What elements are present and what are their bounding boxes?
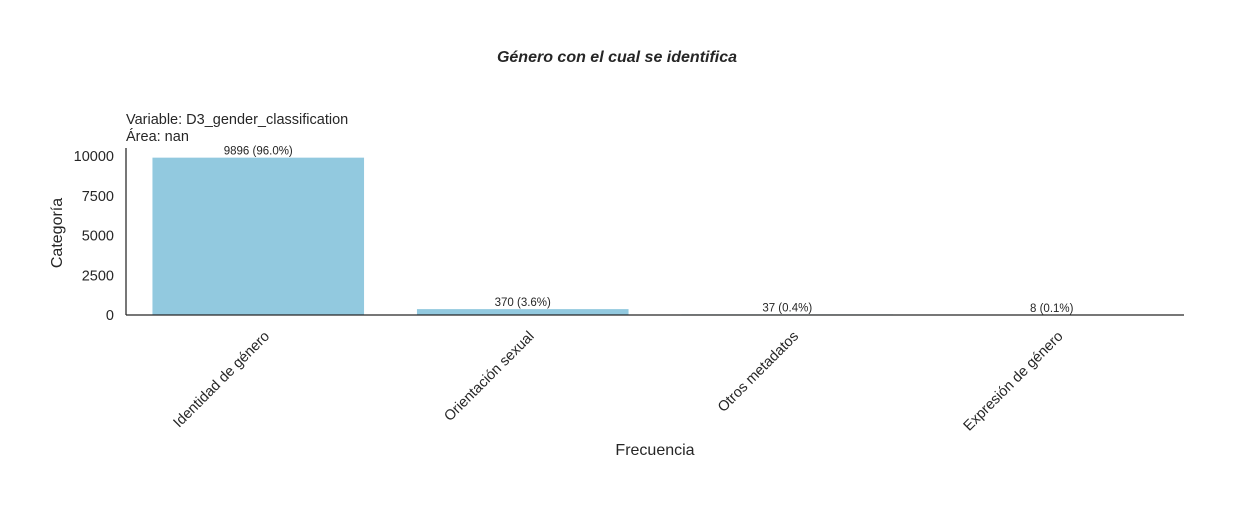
bar-2 bbox=[416, 309, 629, 315]
x-tick-label-3: Otros metadatos bbox=[715, 329, 802, 416]
value-labels-group: 9896 (96.0%) 370 (3.6%) 37 (0.4%) 8 (0.1%) bbox=[224, 146, 1074, 315]
x-tick-label-1: Identidad de género bbox=[171, 329, 274, 432]
bars-group bbox=[152, 157, 1158, 315]
y-ticks-group: 0 2500 5000 7500 10000 bbox=[74, 149, 114, 324]
y-tick-label-5: 10000 bbox=[74, 149, 114, 165]
x-axis-label: Frecuencia bbox=[615, 442, 694, 459]
bar-value-label-4: 8 (0.1%) bbox=[1030, 303, 1074, 315]
bar-1 bbox=[152, 157, 365, 315]
bar-value-label-3: 37 (0.4%) bbox=[762, 302, 812, 314]
bar-value-label-2: 370 (3.6%) bbox=[495, 297, 551, 309]
y-axis-label: Categoría bbox=[49, 198, 66, 268]
x-ticks-group: Identidad de género Orientación sexual Otr… bbox=[171, 329, 1067, 435]
chart-title: Género con el cual se identifica bbox=[497, 49, 737, 66]
y-tick-label-4: 7500 bbox=[82, 189, 114, 205]
y-tick-label-1: 0 bbox=[106, 308, 114, 324]
y-tick-label-3: 5000 bbox=[82, 229, 114, 245]
bar-value-label-1: 9896 (96.0%) bbox=[224, 146, 293, 158]
x-tick-label-2: Orientación sexual bbox=[441, 329, 537, 425]
y-tick-label-2: 2500 bbox=[82, 268, 114, 284]
x-tick-label-4: Expresión de género bbox=[961, 329, 1067, 435]
chart-subtitle-variable: Variable: D3_gender_classification bbox=[126, 112, 348, 128]
chart-subtitle-area: Área: nan bbox=[126, 128, 189, 145]
